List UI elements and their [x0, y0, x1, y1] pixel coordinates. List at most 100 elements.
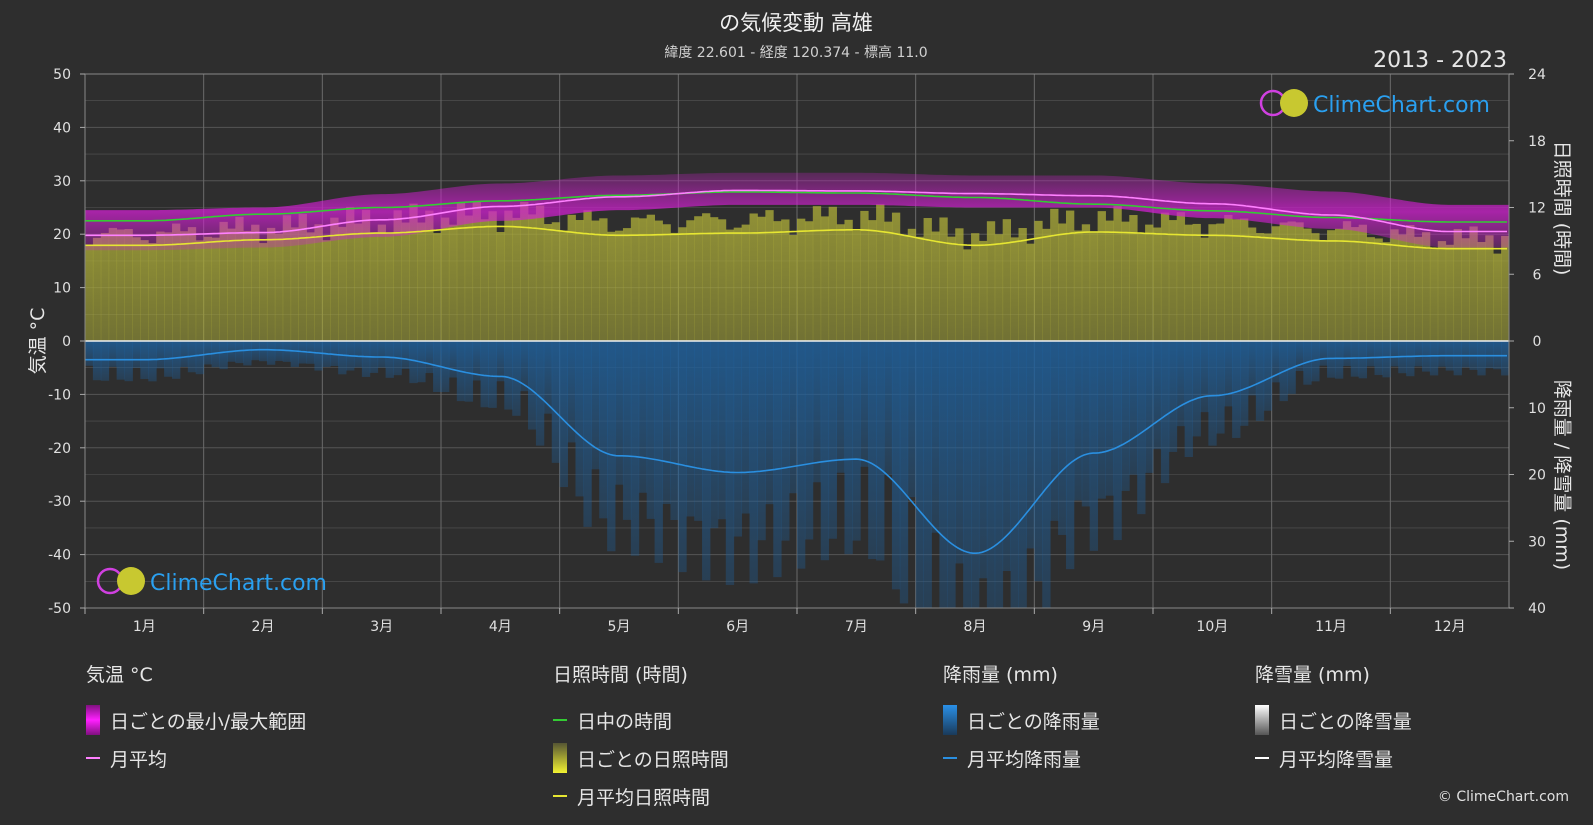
chart-subtitle: 緯度 22.601 - 経度 120.374 - 標高 11.0 — [664, 44, 927, 61]
sunshine-daily-bar — [781, 219, 790, 341]
rain-daily-bar — [1208, 341, 1217, 446]
sunshine-daily-bar — [480, 219, 489, 341]
swatch-snow-mean — [1255, 757, 1269, 759]
x-tick-label: 3月 — [370, 619, 393, 635]
y-tick-label: 30 — [53, 174, 71, 190]
sunshine-daily-bar — [773, 221, 782, 341]
y3-tick-label: 30 — [1528, 534, 1546, 550]
sunshine-daily-bar — [939, 217, 948, 341]
rain-daily-bar — [804, 341, 814, 540]
rain-daily-bar — [852, 341, 861, 541]
rain-daily-bar — [1121, 341, 1130, 491]
sunshine-daily-bar — [1398, 234, 1407, 341]
rain-daily-bar — [844, 341, 853, 555]
sunshine-daily-bar — [1271, 226, 1280, 341]
rain-daily-bar — [1042, 341, 1051, 608]
sunshine-daily-bar — [195, 240, 205, 341]
sunshine-daily-bar — [322, 240, 331, 341]
sunshine-daily-bar — [1018, 228, 1027, 341]
right-axis-label-sunshine: 日照時間 (時間) — [1551, 141, 1573, 276]
sunshine-daily-bar — [1437, 241, 1447, 341]
sunshine-daily-bar — [591, 220, 600, 341]
y-tick-label: 40 — [53, 120, 71, 136]
sunshine-daily-bar — [543, 224, 553, 341]
sunshine-daily-bar — [678, 227, 687, 341]
sunshine-daily-bar — [1461, 238, 1470, 341]
logo-sun-icon — [117, 567, 145, 595]
rain-daily-bar — [781, 341, 790, 541]
sunshine-daily-bar — [1366, 237, 1375, 341]
sunshine-daily-bar — [797, 218, 806, 341]
legend-item-label: 月平均 — [110, 748, 168, 771]
rain-daily-bar — [575, 341, 584, 497]
rain-daily-bar — [148, 341, 157, 382]
rain-daily-bar — [1097, 341, 1106, 499]
sunshine-daily-bar — [717, 219, 727, 341]
legend-sunshine: 日照時間 (時間) 日中の時間 日ごとの日照時間 月平均日照時間 — [553, 660, 729, 815]
sunshine-daily-bar — [187, 227, 197, 341]
sunshine-daily-bar — [836, 224, 845, 341]
rain-daily-bar — [385, 341, 394, 378]
sunshine-daily-bar — [1192, 223, 1201, 341]
legend-item: 日ごとの降雪量 — [1255, 701, 1412, 739]
sunshine-daily-bar — [361, 210, 371, 341]
sunshine-daily-bar — [148, 243, 157, 341]
sunshine-daily-bar — [1184, 224, 1193, 341]
sunshine-daily-bar — [994, 234, 1004, 341]
sunshine-daily-bar — [385, 233, 394, 341]
legend-item-label: 月平均降雪量 — [1279, 748, 1394, 771]
rain-daily-bar — [1113, 341, 1122, 541]
sunshine-daily-bar — [211, 237, 220, 341]
rain-daily-bar — [353, 341, 363, 368]
rain-daily-bar — [172, 341, 181, 379]
rain-daily-bar — [891, 341, 901, 590]
sunshine-daily-bar — [1058, 223, 1067, 341]
sunshine-daily-bar — [1311, 233, 1320, 341]
legend-item: 月平均降雨量 — [943, 739, 1100, 777]
sunshine-daily-bar — [702, 213, 711, 341]
sunshine-daily-bar — [124, 229, 133, 341]
legend-rain: 降雨量 (mm) 日ごとの降雨量 月平均降雨量 — [943, 660, 1100, 777]
rain-daily-bar — [512, 341, 521, 416]
sunshine-daily-bar — [583, 210, 592, 341]
rain-daily-bar — [1018, 341, 1027, 608]
rain-daily-bar — [654, 341, 663, 563]
rain-daily-bar — [686, 341, 695, 517]
sunshine-daily-bar — [662, 224, 671, 341]
legend-item-label: 月平均降雨量 — [967, 748, 1082, 771]
sunshine-daily-bar — [1295, 222, 1304, 341]
swatch-rain-daily — [943, 705, 957, 735]
sunshine-daily-bar — [330, 217, 339, 341]
left-axis-ticks: 50 40 30 20 10 0 -10 -20 -30 -40 -50 — [48, 67, 85, 617]
sunshine-daily-bar — [338, 226, 347, 341]
swatch-temp-range — [86, 705, 100, 735]
rain-daily-bar — [1002, 341, 1011, 571]
legend-item: 月平均降雪量 — [1255, 739, 1412, 777]
sunshine-daily-bar — [433, 233, 442, 341]
rain-daily-bar — [1145, 341, 1154, 473]
sunshine-daily-bar — [1208, 224, 1217, 341]
sunshine-daily-bar — [1303, 228, 1312, 341]
swatch-daylight — [553, 719, 567, 721]
x-tick-label: 12月 — [1434, 619, 1466, 635]
sunshine-daily-bar — [472, 201, 481, 341]
rain-daily-bar — [717, 341, 727, 520]
rain-daily-bar — [591, 341, 600, 470]
legend-title: 降雪量 (mm) — [1255, 664, 1370, 686]
rain-daily-bar — [567, 341, 576, 443]
sunshine-daily-bar — [757, 216, 766, 341]
logo-sun-icon — [1280, 89, 1308, 117]
rain-daily-bar — [1485, 341, 1494, 369]
rain-daily-bar — [361, 341, 371, 377]
rain-daily-bar — [1327, 341, 1336, 378]
y2-tick-label: 6 — [1533, 267, 1542, 283]
rain-daily-bar — [884, 341, 893, 475]
swatch-sunshine-mean — [553, 795, 567, 797]
rain-daily-bar — [607, 341, 616, 552]
rain-daily-bar — [812, 341, 822, 483]
sunshine-daily-bar — [282, 215, 292, 341]
sunshine-daily-bar — [1081, 224, 1091, 341]
rain-daily-bar — [1168, 341, 1178, 452]
legend-title: 気温 °C — [86, 664, 153, 686]
